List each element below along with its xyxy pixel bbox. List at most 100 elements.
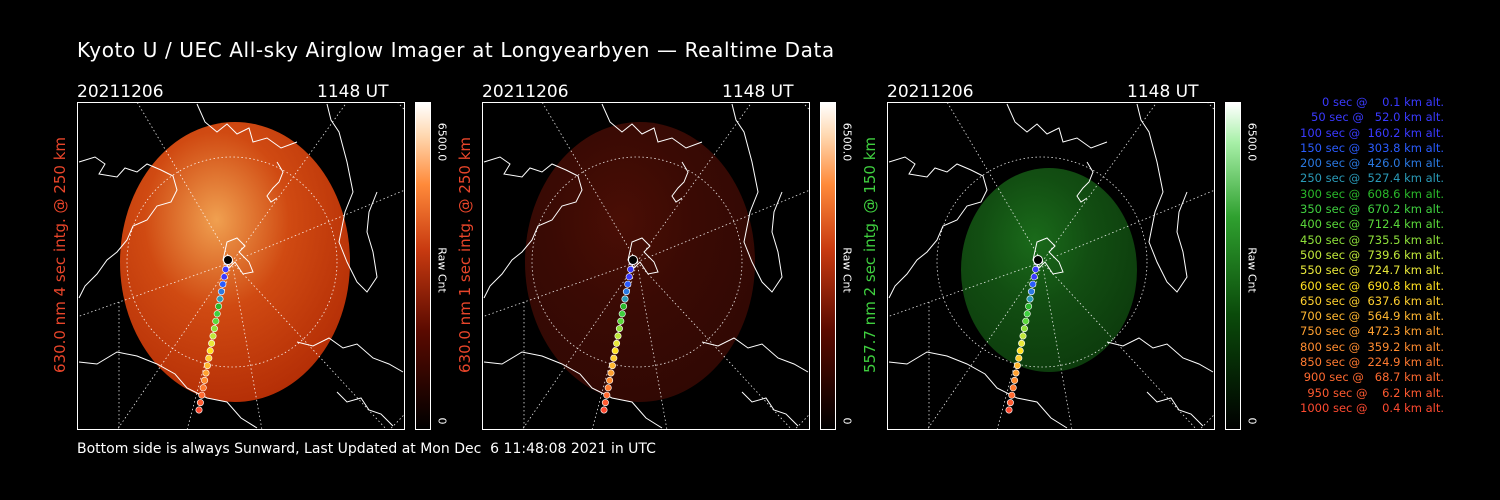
trajectory-point: [210, 325, 218, 333]
trajectory-point: [217, 288, 225, 296]
trajectory-legend: 0 sec @ 0.1 km alt. 50 sec @ 52.0 km alt.…: [1264, 95, 1444, 416]
trajectory-legend-row: 500 sec @ 739.6 km alt.: [1300, 247, 1444, 262]
launch-site-marker: [1033, 255, 1043, 265]
colorbar-min-text: 0: [840, 417, 854, 425]
trajectory-point: [1008, 391, 1016, 399]
trajectory-point: [1006, 399, 1014, 407]
trajectory-point: [1023, 310, 1031, 318]
trajectory-point: [601, 399, 609, 407]
trajectory-point: [198, 391, 206, 399]
panel-630-4sec: 20211206 1148 UT 630.0 nm 4 sec intg. @ …: [51, 80, 517, 430]
trajectory-point: [209, 332, 217, 340]
trajectory-point: [205, 354, 213, 362]
trajectory-legend-row: 200 sec @ 426.0 km alt.: [1300, 156, 1444, 171]
trajectory-legend-row: 50 sec @ 52.0 km alt.: [1311, 110, 1444, 125]
trajectory-point: [607, 369, 615, 377]
trajectory-legend-row: 400 sec @ 712.4 km alt.: [1300, 217, 1444, 232]
trajectory-legend-row: 1000 sec @ 0.4 km alt.: [1300, 400, 1444, 415]
panel-ylabel-text: 557.7 nm 2 sec intg. @ 150 km: [861, 136, 879, 374]
airglow-image: [77, 102, 405, 430]
trajectory-point: [620, 302, 628, 310]
trajectory-point: [206, 347, 214, 355]
trajectory-point: [1019, 332, 1027, 340]
trajectory-point: [627, 265, 635, 273]
colorbar-max-text: 6500.0: [840, 122, 854, 162]
trajectory-legend-row: 650 sec @ 637.6 km alt.: [1300, 293, 1444, 308]
colorbar-max-label: 6500.0: [435, 102, 449, 182]
sky-image: [961, 168, 1137, 372]
trajectory-point: [202, 369, 210, 377]
coastlines: [483, 103, 809, 429]
trajectory-point: [618, 310, 626, 318]
trajectory-point: [613, 339, 621, 347]
colorbar-unit-label: Raw Cnt: [1245, 240, 1259, 300]
trajectory-point: [1011, 376, 1019, 384]
colorbar-min-label: 0: [435, 414, 449, 428]
trajectory-point: [603, 391, 611, 399]
trajectory-point: [617, 317, 625, 325]
map-grid: [482, 102, 810, 430]
trajectory-legend-row: 300 sec @ 608.6 km alt.: [1300, 186, 1444, 201]
trajectory-point: [219, 280, 227, 288]
map-grid: [77, 102, 405, 430]
colorbar: [820, 102, 836, 430]
rocket-trajectory: [195, 255, 233, 414]
coastlines: [78, 103, 404, 429]
trajectory-legend-row: 800 sec @ 359.2 km alt.: [1300, 339, 1444, 354]
rocket-trajectory: [1005, 255, 1043, 414]
trajectory-point: [203, 362, 211, 370]
trajectory-point: [201, 376, 209, 384]
trajectory-point: [625, 273, 633, 281]
panel-date: 20211206: [77, 82, 164, 102]
colorbar: [1225, 102, 1241, 430]
trajectory-point: [606, 376, 614, 384]
trajectory-point: [610, 354, 618, 362]
trajectory-point: [1027, 288, 1035, 296]
trajectory-point: [1020, 325, 1028, 333]
launch-site-marker: [628, 255, 638, 265]
trajectory-point: [216, 295, 224, 303]
trajectory-legend-row: 150 sec @ 303.8 km alt.: [1300, 140, 1444, 155]
trajectory-point: [600, 406, 608, 414]
trajectory-legend-row: 100 sec @ 160.2 km alt.: [1300, 125, 1444, 140]
trajectory-point: [608, 362, 616, 370]
colorbar-max-label: 6500.0: [840, 102, 854, 182]
airglow-image: [887, 102, 1215, 430]
trajectory-point: [213, 310, 221, 318]
panel-630-1sec: 20211206 1148 UT 630.0 nm 1 sec intg. @ …: [456, 80, 922, 430]
colorbar-min-text: 0: [435, 417, 449, 425]
trajectory-point: [1016, 347, 1024, 355]
colorbar-unit-label: Raw Cnt: [840, 240, 854, 300]
trajectory-point: [1030, 273, 1038, 281]
page-title: Kyoto U / UEC All-sky Airglow Imager at …: [77, 38, 835, 62]
trajectory-point: [615, 325, 623, 333]
colorbar-min-label: 0: [840, 414, 854, 428]
trajectory-point: [222, 265, 230, 273]
airglow-image: [482, 102, 810, 430]
trajectory-legend-row: 750 sec @ 472.3 km alt.: [1300, 324, 1444, 339]
trajectory-legend-row: 250 sec @ 527.4 km alt.: [1300, 171, 1444, 186]
panel-ylabel: 630.0 nm 1 sec intg. @ 250 km: [454, 102, 476, 408]
trajectory-point: [195, 406, 203, 414]
trajectory-point: [196, 399, 204, 407]
trajectory-point: [1005, 406, 1013, 414]
panel-time: 1148 UT: [1127, 82, 1199, 102]
trajectory-legend-row: 550 sec @ 724.7 km alt.: [1300, 263, 1444, 278]
colorbar-max-text: 6500.0: [435, 122, 449, 162]
trajectory-point: [622, 288, 630, 296]
trajectory-point: [220, 273, 228, 281]
trajectory-legend-row: 700 sec @ 564.9 km alt.: [1300, 309, 1444, 324]
colorbar-min-label: 0: [1245, 414, 1259, 428]
trajectory-point: [1032, 265, 1040, 273]
panel-ylabel-text: 630.0 nm 1 sec intg. @ 250 km: [456, 136, 474, 374]
trajectory-legend-row: 350 sec @ 670.2 km alt.: [1300, 202, 1444, 217]
trajectory-point: [1012, 369, 1020, 377]
panel-ylabel: 557.7 nm 2 sec intg. @ 150 km: [859, 102, 881, 408]
trajectory-point: [621, 295, 629, 303]
trajectory-legend-row: 950 sec @ 6.2 km alt.: [1307, 385, 1444, 400]
colorbar-unit-text: Raw Cnt: [840, 247, 854, 293]
trajectory-legend-row: 850 sec @ 224.9 km alt.: [1300, 355, 1444, 370]
panel-557-2sec: 20211206 1148 UT 557.7 nm 2 sec intg. @ …: [861, 80, 1327, 430]
panel-ylabel: 630.0 nm 4 sec intg. @ 250 km: [49, 102, 71, 408]
panel-time: 1148 UT: [722, 82, 794, 102]
